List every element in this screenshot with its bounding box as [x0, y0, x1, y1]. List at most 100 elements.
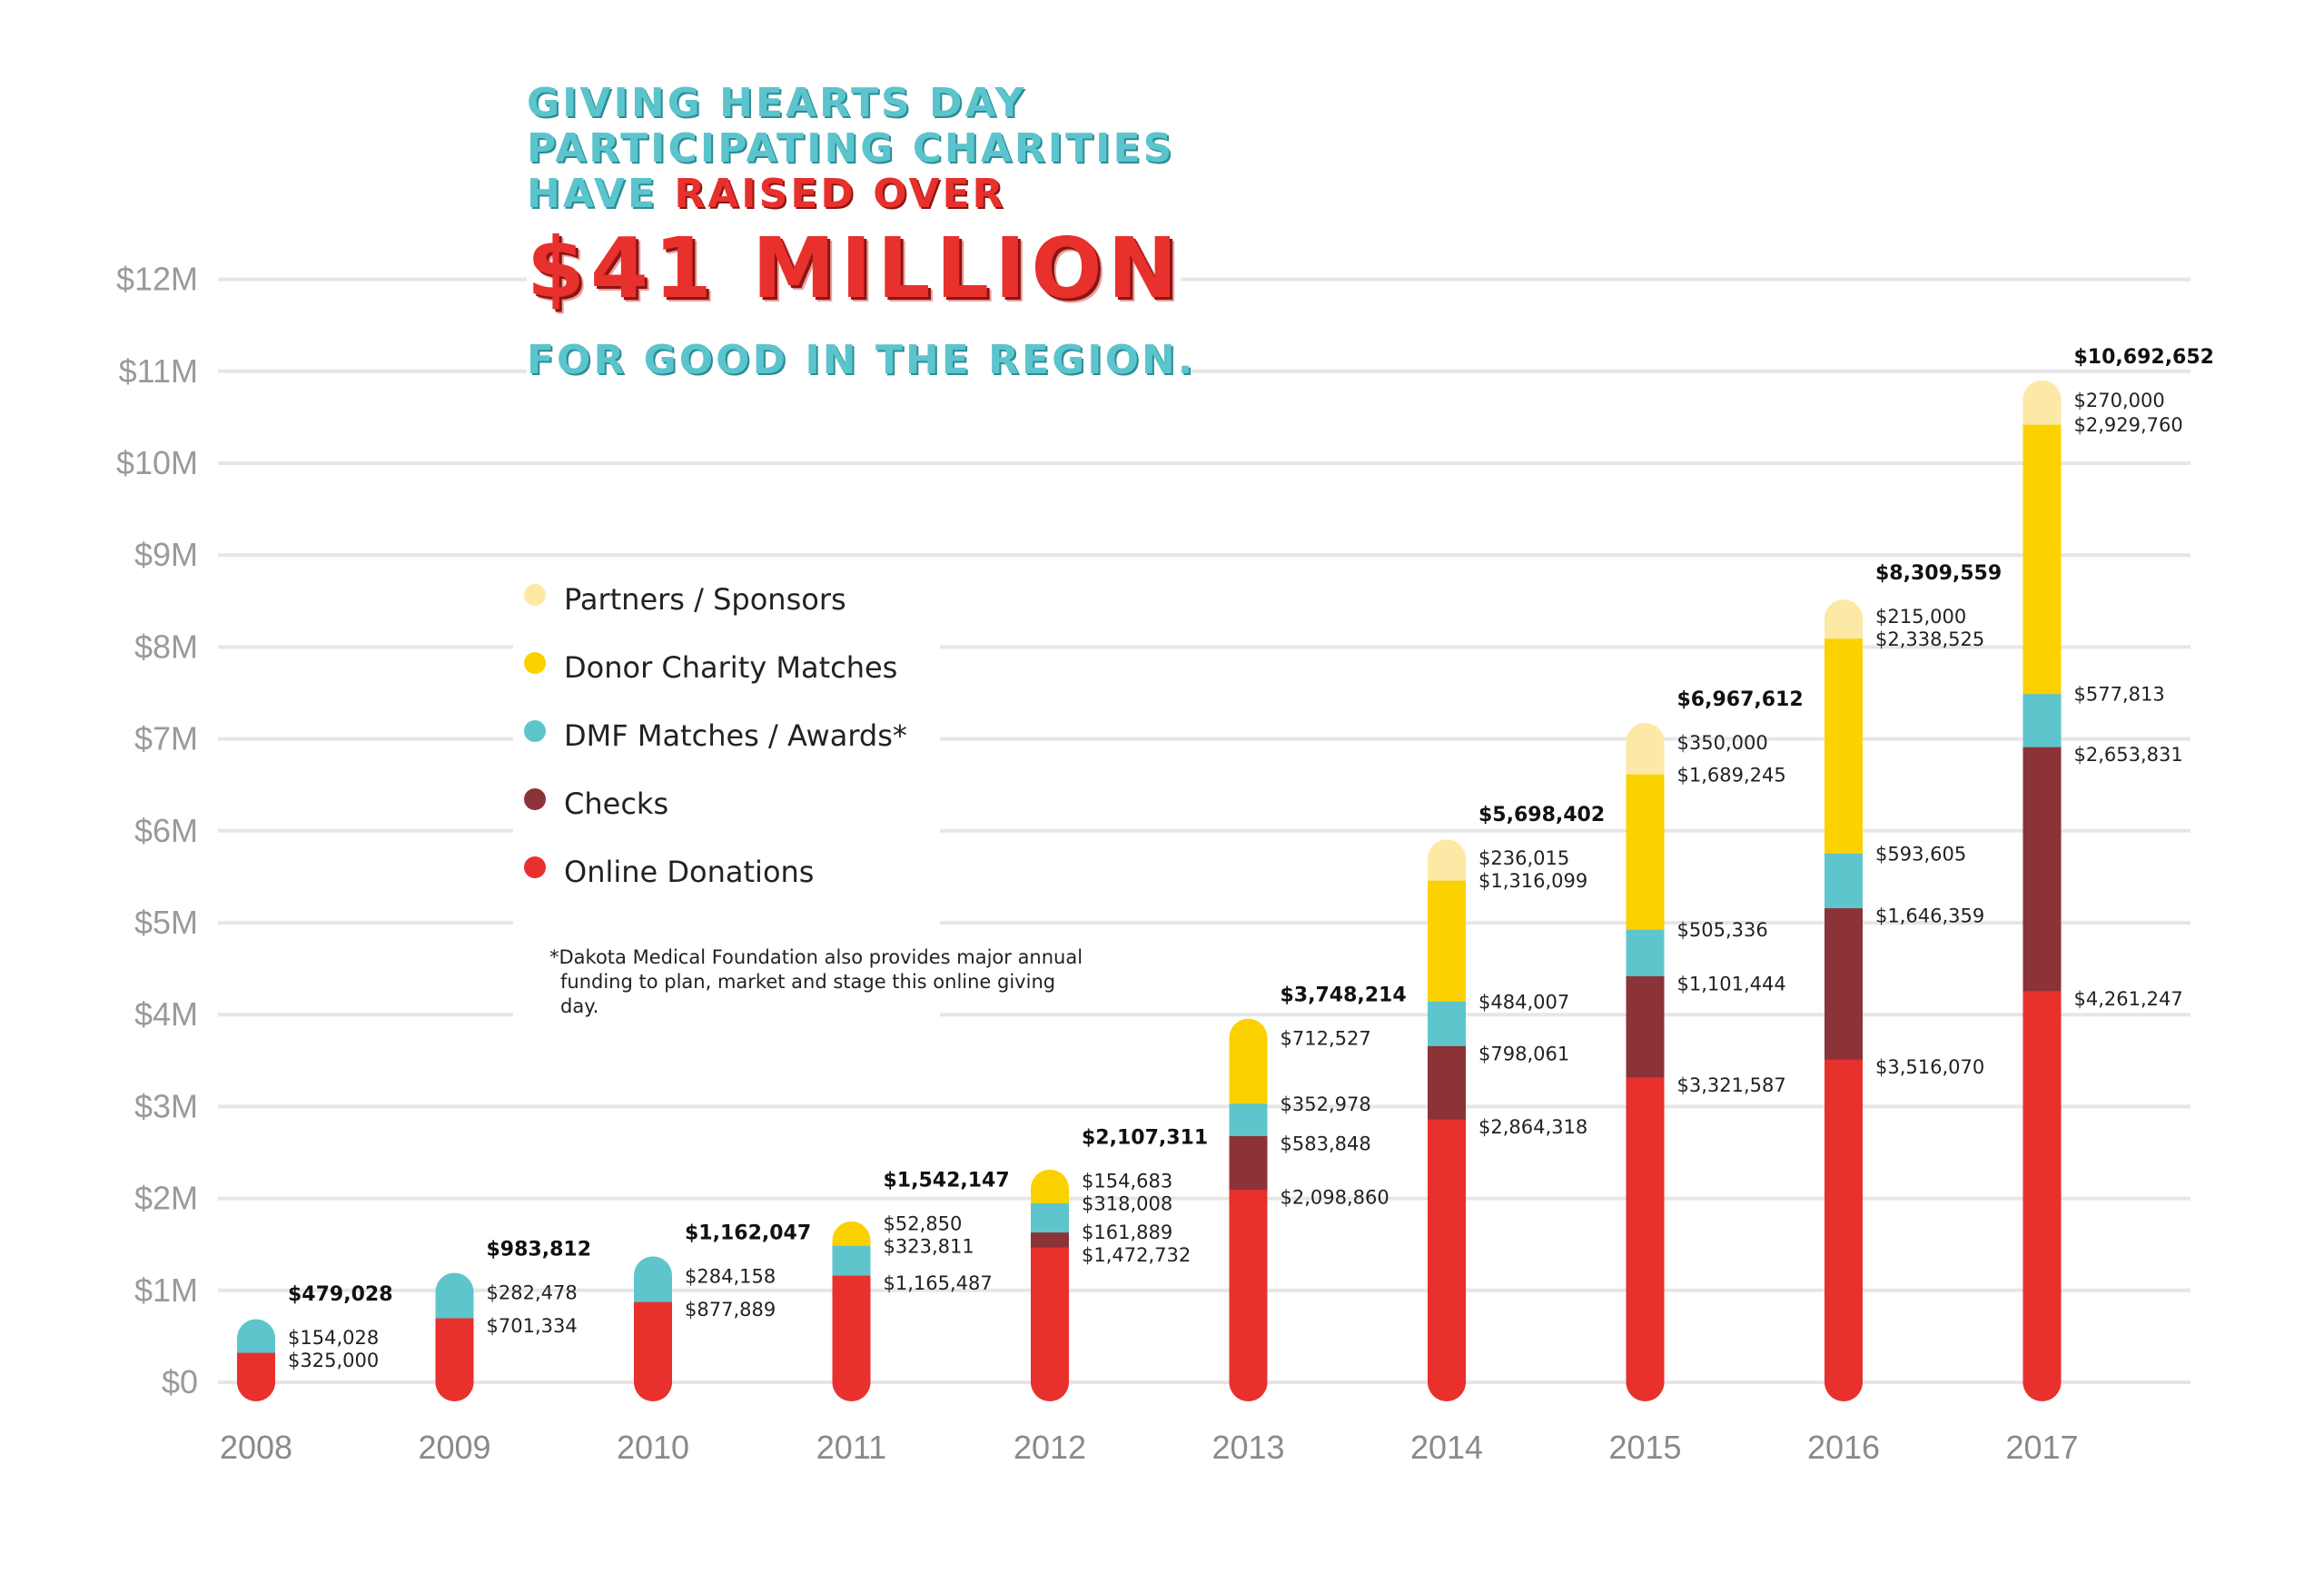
total-label: $1,162,047	[685, 1222, 811, 1244]
value-label: $3,516,070	[1875, 1056, 1984, 1078]
y-tick-label: $0	[162, 1363, 198, 1400]
legend-label: Checks	[564, 787, 669, 821]
value-labels: $325,000$154,028 $479,028 $701,334 $282,478…	[288, 346, 2214, 1371]
bar-segment	[832, 1245, 871, 1276]
value-label: $284,158	[685, 1265, 776, 1287]
bar-segment	[1428, 1119, 1466, 1401]
bars	[237, 380, 2062, 1402]
bar-2008	[237, 1319, 275, 1401]
value-label: $4,261,247	[2074, 988, 2183, 1010]
bar-segment	[1626, 975, 1665, 1078]
y-tick-label: $5M	[134, 904, 198, 941]
bar-segment	[1428, 880, 1466, 1002]
total-label: $10,692,652	[2074, 346, 2214, 369]
footnote-line-2: funding to plan, market and stage this o…	[560, 971, 1056, 1017]
bar-segment	[1031, 1246, 1069, 1401]
x-tick-label: 2016	[1807, 1429, 1880, 1466]
footnote: *Dakota Medical Foundation also provides…	[549, 945, 1094, 1019]
bar-2009	[435, 1272, 474, 1401]
x-tick-label: 2011	[816, 1429, 886, 1466]
total-label: $8,309,559	[1875, 562, 2002, 585]
value-label: $236,015	[1478, 847, 1569, 869]
value-label: $877,889	[685, 1299, 776, 1321]
bar-segment	[2022, 747, 2062, 992]
total-label: $5,698,402	[1478, 804, 1605, 826]
headline-amount: $41 MILLION	[527, 220, 1183, 317]
value-label: $2,929,760	[2074, 414, 2183, 436]
x-tick-label: 2012	[1014, 1429, 1086, 1466]
bar-segment	[1031, 1169, 1069, 1203]
legend-swatch-donor-charity-matches	[524, 652, 546, 674]
y-tick-label: $3M	[134, 1087, 198, 1124]
headline-line-2: PARTICIPATING CHARITIES	[527, 125, 1175, 172]
legend-swatch-partners-sponsors	[524, 584, 546, 606]
bar-segment	[435, 1272, 474, 1319]
y-tick-label: $9M	[134, 536, 198, 573]
value-label: $505,336	[1677, 919, 1768, 941]
x-tick-label: 2017	[2005, 1429, 2078, 1466]
legend-swatch-dmf-matches-awards	[524, 720, 546, 742]
y-tick-label: $7M	[134, 720, 198, 757]
value-label: $1,316,099	[1478, 870, 1587, 892]
bar-2015	[1626, 722, 1665, 1401]
value-label: $1,646,359	[1875, 905, 1984, 927]
bar-segment	[1229, 1018, 1268, 1104]
value-label: $154,683	[1082, 1170, 1172, 1192]
legend-label: Online Donations	[564, 855, 815, 889]
bar-segment	[2022, 424, 2062, 695]
value-label: $593,605	[1875, 843, 1966, 865]
value-label: $215,000	[1875, 606, 1966, 628]
x-axis-labels: 2008 2009 2010 2011 2012 2013 2014 2015 2016 2017	[220, 1429, 2079, 1466]
headline-line-1: GIVING HEARTS DAY	[527, 80, 1027, 126]
value-label: $270,000	[2074, 390, 2165, 411]
bar-segment	[634, 1301, 672, 1402]
bar-segment	[1825, 638, 1863, 854]
value-label: $798,061	[1478, 1043, 1569, 1064]
legend-label: Partners / Sponsors	[564, 582, 846, 617]
bar-2011	[832, 1221, 871, 1401]
bar-segment	[1229, 1135, 1268, 1191]
x-tick-label: 2008	[220, 1429, 292, 1466]
bar-segment	[2022, 990, 2062, 1402]
total-label: $479,028	[288, 1283, 393, 1306]
bar-segment	[1229, 1103, 1268, 1137]
y-tick-label: $4M	[134, 995, 198, 1033]
total-label: $983,812	[487, 1238, 592, 1261]
y-tick-label: $1M	[134, 1271, 198, 1309]
headline-highlight: RAISED OVER	[674, 171, 1006, 217]
legend-swatch-checks	[524, 788, 546, 810]
legend: Partners / Sponsors Donor Charity Matche…	[513, 575, 1083, 1029]
bar-segment	[1825, 907, 1863, 1060]
total-label: $2,107,311	[1082, 1126, 1208, 1149]
value-label: $1,165,487	[884, 1272, 993, 1294]
bar-segment	[1428, 1045, 1466, 1120]
bar-segment	[1626, 722, 1665, 775]
legend-label: Donor Charity Matches	[564, 650, 898, 685]
bar-segment	[1825, 1059, 1863, 1401]
bar-segment	[237, 1319, 275, 1353]
value-label: $583,848	[1281, 1133, 1371, 1155]
legend-label: DMF Matches / Awards*	[564, 718, 907, 753]
bar-2010	[634, 1256, 672, 1402]
bar-segment	[1825, 853, 1863, 909]
value-label: $1,101,444	[1677, 973, 1786, 994]
bar-segment	[2022, 380, 2062, 425]
total-label: $6,967,612	[1677, 688, 1804, 711]
value-label: $352,978	[1281, 1093, 1371, 1115]
x-tick-label: 2014	[1410, 1429, 1483, 1466]
bar-segment	[832, 1275, 871, 1401]
value-label: $2,653,831	[2074, 744, 2183, 766]
y-tick-label: $12M	[116, 261, 198, 298]
headline-line-3: HAVE RAISED OVER	[527, 174, 1005, 214]
value-label: $712,527	[1281, 1028, 1371, 1050]
bar-2016	[1825, 599, 1863, 1401]
bar-segment	[1428, 839, 1466, 881]
headline: GIVING HEARTS DAY PARTICIPATING CHARITIE…	[527, 80, 1193, 392]
bar-segment	[1825, 599, 1863, 639]
y-tick-label: $2M	[134, 1180, 198, 1217]
total-label: $3,748,214	[1281, 984, 1407, 1007]
value-label: $52,850	[884, 1212, 963, 1234]
value-label: $1,689,245	[1677, 764, 1786, 786]
total-label: $1,542,147	[884, 1169, 1010, 1192]
value-label: $577,813	[2074, 684, 2165, 706]
